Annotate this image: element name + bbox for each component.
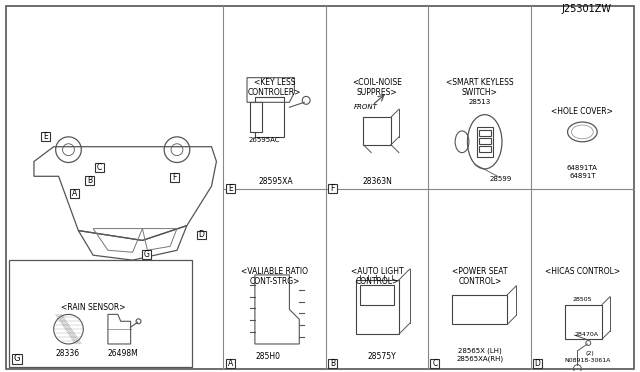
Bar	[85, 176, 94, 185]
Text: FRONT: FRONT	[353, 104, 378, 110]
Text: A: A	[72, 189, 77, 198]
Text: 64891TA: 64891TA	[567, 166, 598, 171]
Bar	[479, 138, 491, 144]
Text: (2): (2)	[586, 351, 595, 356]
Text: <KEY LESS
CONTROLER>: <KEY LESS CONTROLER>	[248, 78, 301, 97]
Bar	[477, 127, 493, 157]
Text: G: G	[144, 250, 150, 259]
Bar	[12, 354, 22, 364]
Text: B: B	[87, 176, 92, 185]
Bar	[479, 130, 491, 136]
Text: 26595AC: 26595AC	[249, 137, 280, 143]
Text: <VALIABLE RATIO
CONT-STRG>: <VALIABLE RATIO CONT-STRG>	[241, 267, 308, 286]
Text: C: C	[432, 359, 438, 368]
Bar	[170, 173, 179, 182]
Bar	[328, 184, 337, 193]
Text: 28595XA: 28595XA	[259, 177, 294, 186]
Text: 28513: 28513	[468, 99, 491, 105]
Bar	[41, 132, 50, 141]
Bar	[95, 163, 104, 172]
Text: 28575Y: 28575Y	[368, 352, 397, 361]
Text: J25301ZW: J25301ZW	[561, 4, 611, 13]
Text: <RAIN SENSOR>: <RAIN SENSOR>	[61, 303, 125, 312]
Bar	[533, 359, 542, 368]
Text: E: E	[43, 132, 47, 141]
Text: 64891T: 64891T	[569, 173, 596, 179]
Bar	[227, 359, 235, 368]
Bar	[250, 102, 262, 132]
Text: 28565X (LH): 28565X (LH)	[458, 348, 502, 354]
Text: N08918-3061A: N08918-3061A	[564, 358, 611, 363]
Bar	[431, 359, 439, 368]
Text: D: D	[534, 359, 540, 368]
Text: 28470A: 28470A	[575, 331, 598, 337]
Text: 28599: 28599	[490, 176, 512, 182]
Text: G: G	[14, 354, 20, 363]
Text: <HOLE COVER>: <HOLE COVER>	[552, 107, 613, 116]
Text: 28363N: 28363N	[362, 177, 392, 186]
Text: C: C	[97, 163, 102, 172]
Text: <AUTO LIGHT
CONTROL>: <AUTO LIGHT CONTROL>	[351, 267, 404, 286]
Bar	[227, 184, 235, 193]
Bar	[196, 231, 205, 240]
Bar	[255, 97, 285, 137]
Text: D: D	[198, 231, 204, 240]
Bar	[10, 260, 192, 367]
Bar	[328, 359, 337, 368]
Bar	[452, 295, 508, 324]
Bar	[355, 280, 399, 334]
Text: A: A	[228, 359, 234, 368]
Bar	[479, 146, 491, 152]
Text: 28505: 28505	[573, 297, 592, 302]
Text: E: E	[228, 184, 233, 193]
Bar	[364, 117, 391, 145]
Text: <HICAS CONTROL>: <HICAS CONTROL>	[545, 267, 620, 276]
Text: F: F	[330, 184, 335, 193]
Bar	[564, 305, 602, 339]
Text: 28336: 28336	[56, 349, 80, 358]
Text: 285H0: 285H0	[256, 352, 281, 361]
Text: B: B	[330, 359, 335, 368]
Text: <SMART KEYLESS
SWITCH>: <SMART KEYLESS SWITCH>	[446, 78, 514, 97]
Bar	[143, 250, 151, 259]
Text: 28565XA(RH): 28565XA(RH)	[456, 356, 503, 362]
Text: <COIL-NOISE
SUPPRES>: <COIL-NOISE SUPPRES>	[352, 78, 402, 97]
Text: <POWER SEAT
CONTROL>: <POWER SEAT CONTROL>	[452, 267, 508, 286]
Bar	[70, 189, 79, 198]
Text: 26498M: 26498M	[108, 349, 139, 358]
Bar	[360, 285, 394, 305]
Text: F: F	[172, 173, 177, 182]
